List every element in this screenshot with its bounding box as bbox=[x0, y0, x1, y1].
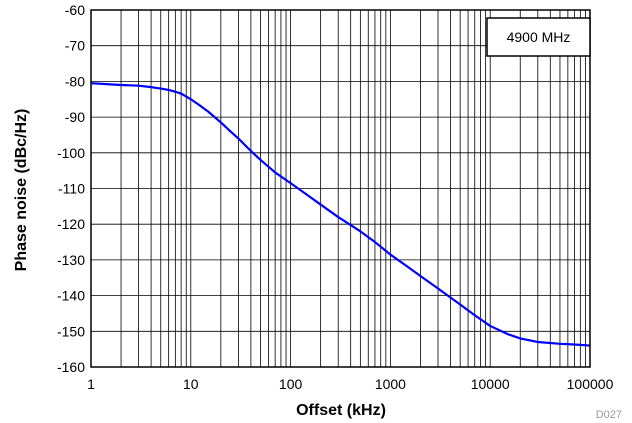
legend-entry: 4900 MHz bbox=[507, 29, 571, 45]
plot-frame bbox=[90, 9, 591, 368]
x-tick-label: 1 bbox=[87, 376, 95, 392]
y-tick-label: -70 bbox=[65, 38, 85, 54]
x-tick-label: 100 bbox=[279, 376, 303, 392]
y-axis-title: Phase noise (dBc/Hz) bbox=[13, 109, 30, 272]
y-tick-label: -150 bbox=[57, 323, 85, 339]
y-tick-label: -140 bbox=[57, 288, 85, 304]
tick-labels: 1 10 100 1000 10000 100000 -60 -70 -80 -90 -100 -11… bbox=[57, 2, 614, 392]
x-tick-label: 10000 bbox=[471, 376, 510, 392]
figure-id: D027 bbox=[596, 409, 622, 421]
y-tick-label: -160 bbox=[57, 359, 85, 375]
y-tick-label: -120 bbox=[57, 216, 85, 232]
y-tick-label: -90 bbox=[65, 109, 85, 125]
x-axis-title: Offset (kHz) bbox=[296, 402, 386, 419]
series-layer bbox=[90, 82, 591, 347]
x-tick-label: 100000 bbox=[567, 376, 614, 392]
y-tick-label: -130 bbox=[57, 252, 85, 268]
x-tick-label: 10 bbox=[183, 376, 199, 392]
y-tick-label: -60 bbox=[65, 2, 85, 18]
y-tick-label: -100 bbox=[57, 145, 85, 161]
y-tick-label: -110 bbox=[58, 181, 85, 197]
y-tick-label: -80 bbox=[65, 73, 85, 89]
x-tick-label: 1000 bbox=[375, 376, 406, 392]
grid bbox=[91, 10, 590, 367]
legend-box: 4900 MHz bbox=[486, 17, 591, 57]
series-line bbox=[90, 82, 591, 347]
